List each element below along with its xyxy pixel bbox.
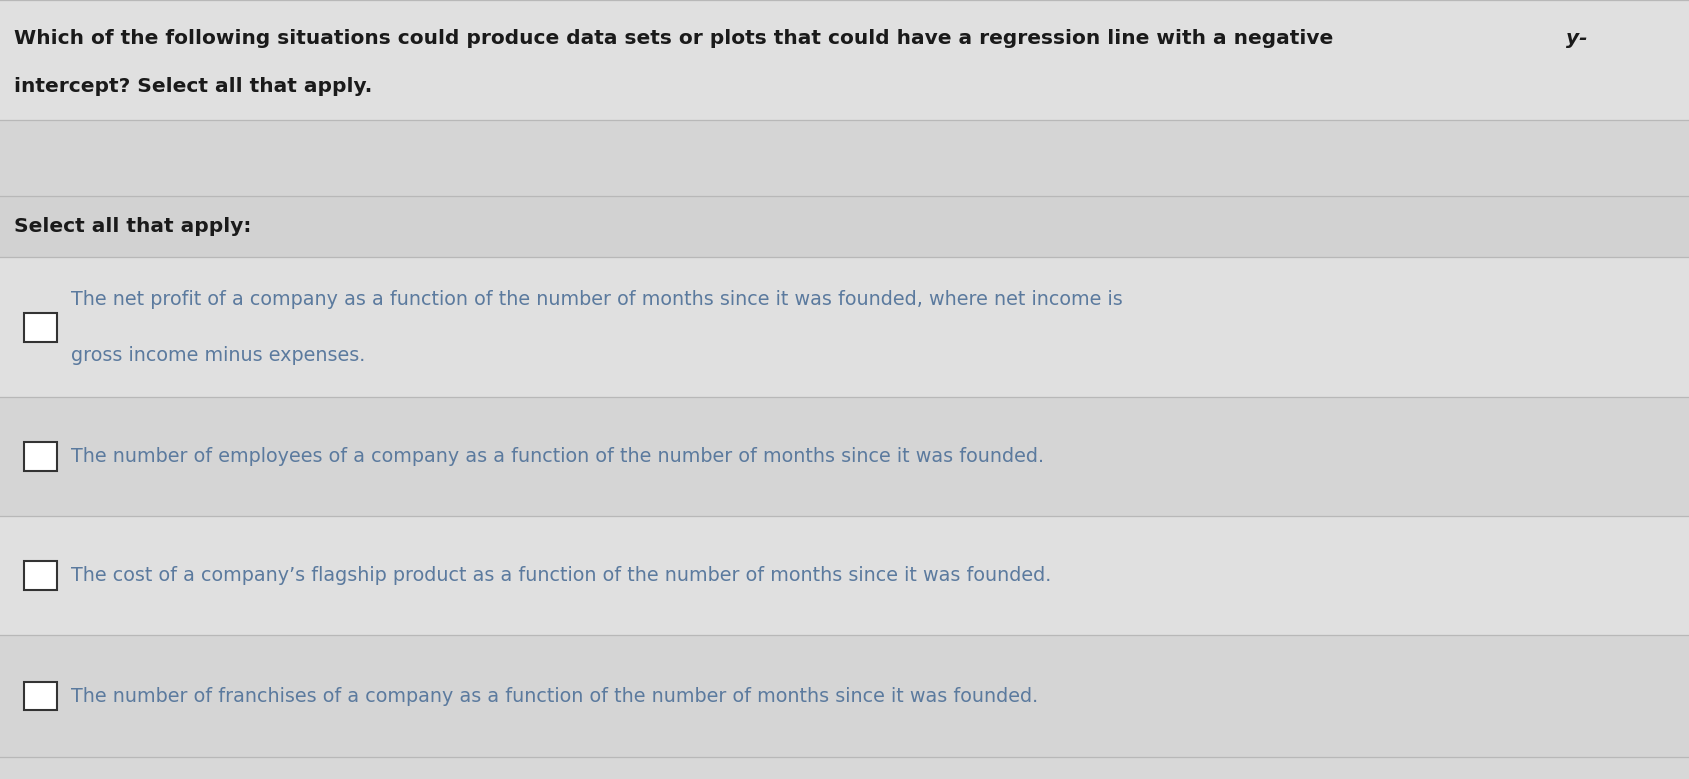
Bar (24, 313, 57, 341)
Text: The number of franchises of a company as a function of the number of months sinc: The number of franchises of a company as… (71, 686, 1039, 706)
Bar (24, 682, 57, 710)
Text: gross income minus expenses.: gross income minus expenses. (71, 346, 365, 365)
Bar (0, 397, 1689, 516)
Text: intercept? Select all that apply.: intercept? Select all that apply. (14, 77, 372, 96)
Bar (0, 257, 1689, 397)
Bar (0, 196, 1689, 257)
Bar (0, 635, 1689, 757)
Text: Which of the following situations could produce data sets or plots that could ha: Which of the following situations could … (14, 29, 1339, 48)
Text: y-: y- (1566, 29, 1588, 48)
Bar (24, 442, 57, 471)
Text: The number of employees of a company as a function of the number of months since: The number of employees of a company as … (71, 447, 1044, 466)
Bar (0, 0, 1689, 120)
Bar (0, 120, 1689, 196)
Text: The net profit of a company as a function of the number of months since it was f: The net profit of a company as a functio… (71, 290, 1123, 308)
Text: The cost of a company’s flagship product as a function of the number of months s: The cost of a company’s flagship product… (71, 566, 1051, 585)
Text: Select all that apply:: Select all that apply: (14, 217, 252, 236)
Bar (24, 561, 57, 590)
Bar (0, 516, 1689, 635)
